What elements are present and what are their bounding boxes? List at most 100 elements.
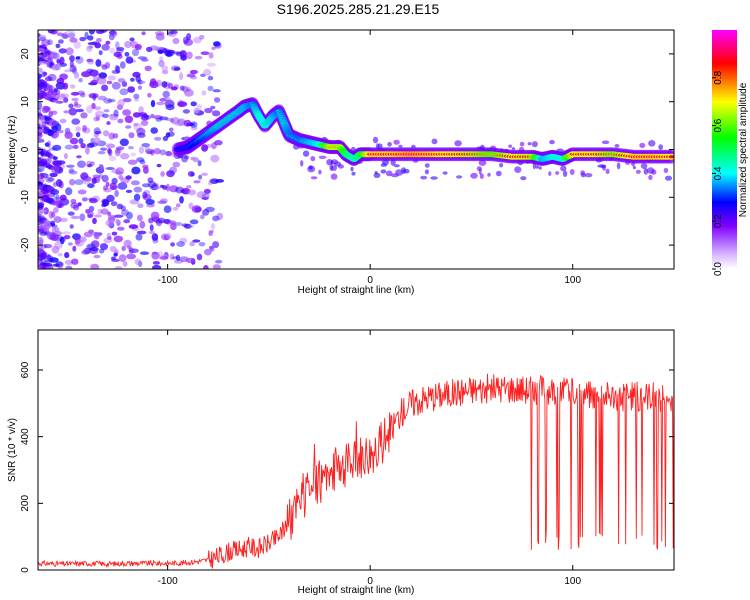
noise-blob — [196, 191, 206, 199]
noise-blob — [75, 132, 81, 138]
noise-blob — [44, 221, 52, 230]
noise-blob — [648, 174, 653, 181]
noise-blob — [663, 167, 669, 174]
noise-blob — [148, 230, 155, 234]
noise-blob — [212, 241, 220, 249]
noise-blob — [134, 98, 140, 102]
noise-blob — [211, 46, 216, 51]
noise-blob — [92, 41, 98, 45]
noise-blob — [38, 33, 41, 38]
noise-blob — [150, 100, 156, 108]
noise-blob — [198, 174, 203, 180]
noise-blob — [79, 213, 86, 222]
noise-blob — [148, 217, 154, 224]
noise-blob — [179, 72, 184, 81]
noise-blob — [55, 43, 61, 49]
noise-blob — [393, 164, 400, 168]
noise-blob — [156, 163, 162, 168]
noise-blob — [215, 179, 224, 183]
noise-blob — [176, 241, 186, 247]
noise-blob — [116, 203, 124, 210]
noise-blob — [69, 55, 75, 63]
noise-blob — [51, 120, 60, 128]
noise-blob — [159, 149, 167, 156]
noise-blob — [43, 92, 50, 99]
noise-blob — [144, 115, 152, 120]
noise-blob — [55, 82, 66, 90]
noise-blob — [92, 93, 97, 101]
noise-blob — [169, 253, 175, 260]
noise-blob — [193, 107, 200, 114]
noise-blob — [139, 159, 146, 165]
noise-blob — [56, 77, 65, 85]
noise-blob — [207, 85, 214, 92]
noise-blob — [177, 101, 188, 107]
noise-blob — [65, 187, 73, 196]
noise-blob — [38, 107, 42, 115]
noise-blob — [138, 146, 144, 154]
noise-blob — [113, 51, 122, 58]
noise-blob — [136, 230, 147, 235]
noise-blob — [98, 50, 103, 56]
noise-blob — [190, 125, 198, 131]
noise-blob — [152, 261, 160, 265]
noise-blob — [63, 110, 70, 114]
noise-blob — [38, 112, 43, 117]
noise-blob — [508, 144, 512, 148]
noise-blob — [207, 62, 216, 67]
noise-blob — [38, 225, 46, 233]
noise-blob — [601, 140, 610, 145]
noise-blob — [146, 46, 153, 53]
x-tick-label: -100 — [158, 576, 178, 587]
noise-blob — [38, 101, 43, 110]
noise-blob — [101, 43, 110, 51]
noise-blob — [80, 143, 86, 149]
noise-blob — [50, 189, 60, 195]
noise-blob — [53, 87, 59, 93]
snr-panel: -100 0 100 0 200 400 600 Height of straight li… — [7, 329, 675, 596]
noise-blob — [61, 231, 72, 235]
noise-blob — [53, 196, 58, 201]
y-tick-label: 20 — [20, 48, 31, 60]
noise-blob — [56, 196, 64, 201]
noise-blob — [125, 175, 132, 180]
noise-blob — [92, 217, 97, 225]
noise-blob — [51, 110, 58, 115]
noise-blob — [431, 138, 438, 145]
noise-blob — [38, 245, 43, 252]
noise-blob — [68, 168, 75, 173]
noise-blob — [172, 161, 181, 168]
noise-blob — [182, 109, 190, 114]
noise-blob — [129, 37, 135, 42]
noise-blob — [70, 91, 80, 96]
noise-blob — [159, 184, 165, 188]
noise-blob — [141, 31, 146, 36]
noise-blob — [38, 92, 45, 99]
noise-blob — [138, 112, 147, 116]
y-tick-label: 0 — [20, 146, 31, 152]
noise-blob — [77, 189, 87, 195]
noise-blob — [580, 170, 585, 176]
noise-blob — [154, 220, 165, 224]
noise-blob — [162, 90, 170, 98]
noise-blob — [159, 256, 169, 260]
noise-blob — [186, 185, 192, 189]
noise-blob — [38, 181, 43, 187]
chart-title: S196.2025.285.21.29.E15 — [277, 1, 440, 17]
noise-blob — [385, 170, 393, 177]
noise-blob — [640, 163, 648, 170]
noise-blob — [130, 77, 135, 82]
y-tick-label: 0 — [20, 567, 31, 573]
y-tick-label: -10 — [20, 190, 31, 205]
noise-blob — [52, 99, 60, 104]
noise-blob — [45, 176, 53, 183]
noise-blob — [121, 245, 126, 252]
noise-blob — [38, 138, 45, 143]
noise-blob — [100, 243, 108, 251]
noise-blob — [115, 167, 125, 175]
noise-blob — [215, 259, 223, 264]
noise-blob — [81, 197, 88, 202]
noise-blob — [476, 166, 482, 172]
noise-blob — [210, 154, 220, 163]
